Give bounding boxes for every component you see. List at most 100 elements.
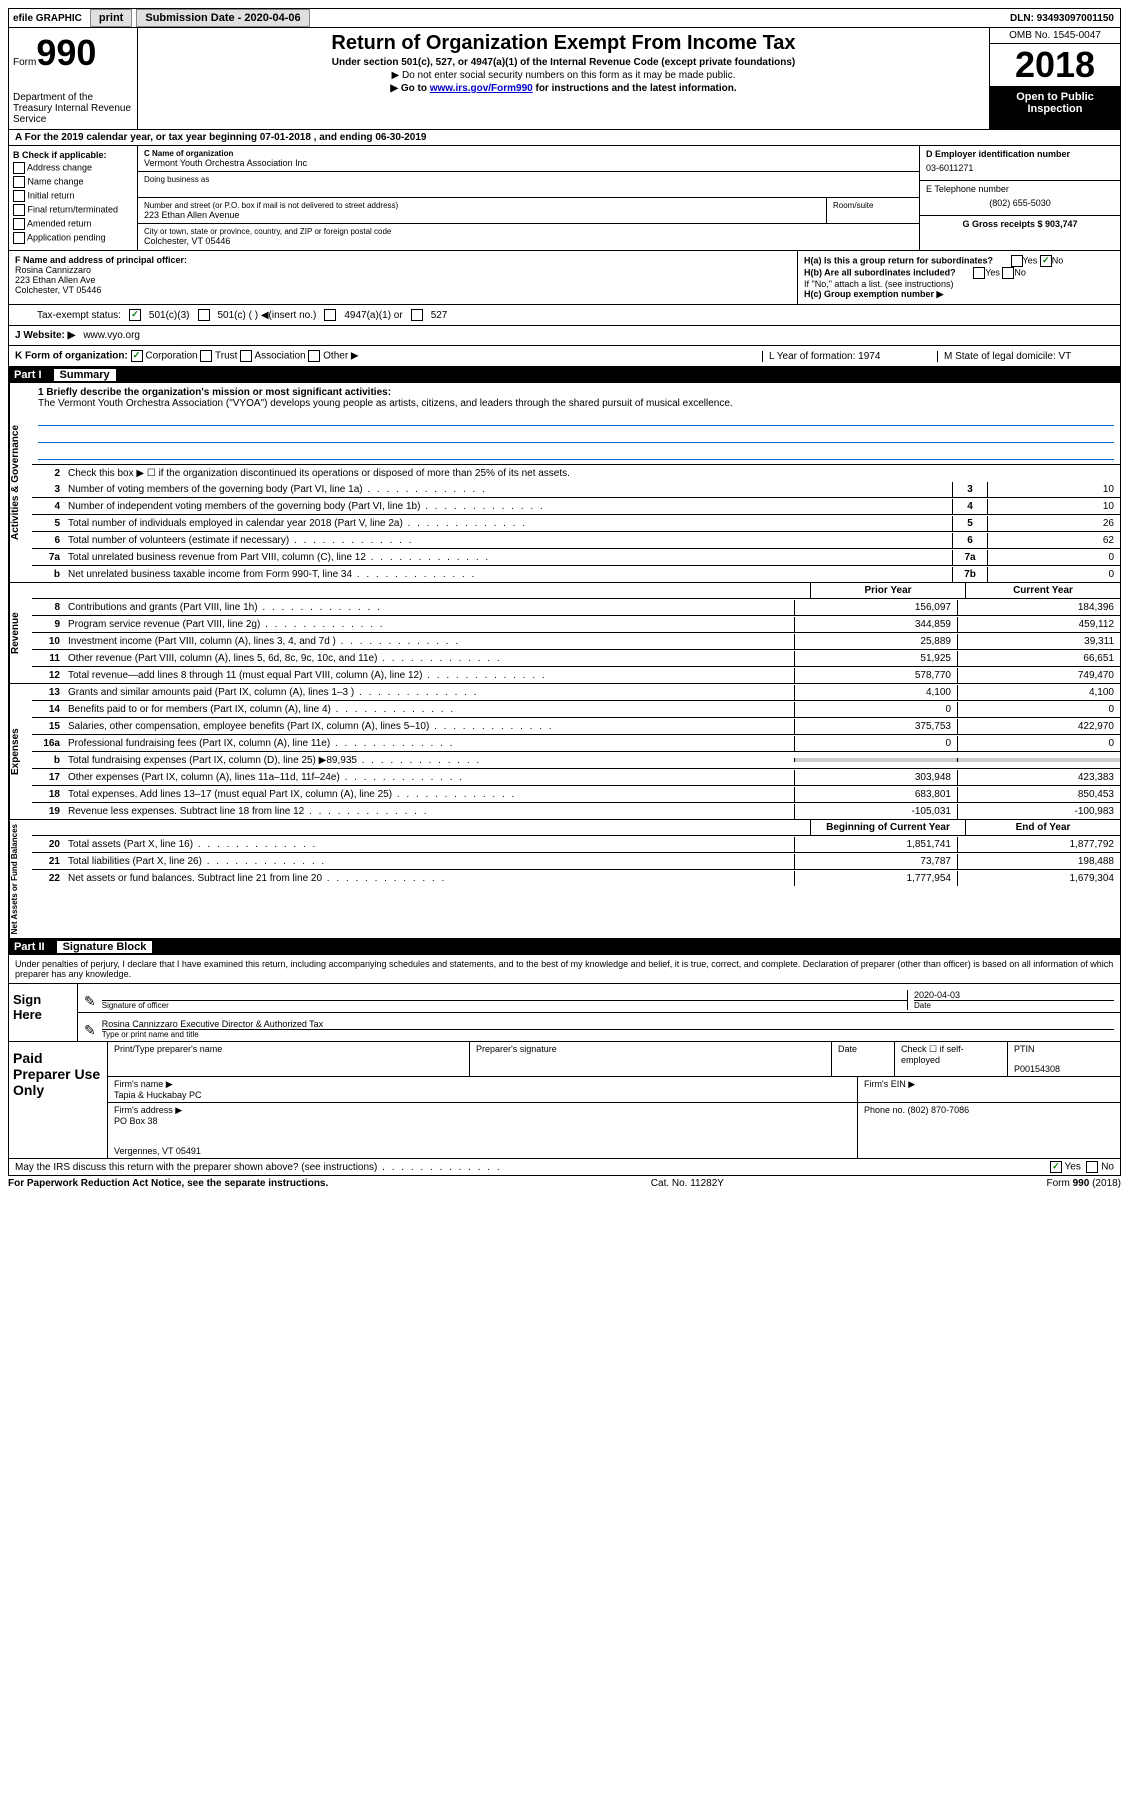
form-word: Form [13, 57, 36, 68]
name-change-checkbox[interactable] [13, 176, 25, 188]
section-b-to-g: B Check if applicable: Address change Na… [8, 146, 1121, 251]
section-f: F Name and address of principal officer:… [9, 251, 798, 304]
form-note-1: ▶ Do not enter social security numbers o… [146, 70, 981, 81]
501c-checkbox[interactable] [198, 309, 210, 321]
mission-text: The Vermont Youth Orchestra Association … [38, 398, 1114, 409]
efile-label: efile GRAPHIC [9, 13, 86, 24]
hb-yes-checkbox[interactable] [973, 267, 985, 279]
form-title: Return of Organization Exempt From Incom… [146, 32, 981, 55]
table-row: 18Total expenses. Add lines 13–17 (must … [32, 786, 1120, 803]
ha-no-checkbox[interactable] [1040, 255, 1052, 267]
table-row: 22Net assets or fund balances. Subtract … [32, 870, 1120, 886]
sign-here-block: Sign Here ✎ Signature of officer 2020-04… [8, 984, 1121, 1042]
501c3-checkbox[interactable] [129, 309, 141, 321]
tax-status-label: Tax-exempt status: [37, 310, 121, 321]
ein-value: 03-6011271 [926, 163, 1114, 173]
table-row: 20Total assets (Part X, line 16)1,851,74… [32, 836, 1120, 853]
hb-note: If "No," attach a list. (see instruction… [804, 279, 1114, 289]
l-year-formation: L Year of formation: 1974 [762, 351, 929, 362]
self-employed-check: Check ☐ if self-employed [901, 1044, 1001, 1065]
tax-year: 2018 [990, 44, 1120, 87]
trust-checkbox[interactable] [200, 350, 212, 362]
expenses-section: Expenses 13Grants and similar amounts pa… [8, 684, 1121, 820]
527-checkbox[interactable] [411, 309, 423, 321]
city-state-zip: Colchester, VT 05446 [144, 236, 913, 246]
association-checkbox[interactable] [240, 350, 252, 362]
expenses-label: Expenses [9, 684, 32, 819]
perjury-declaration: Under penalties of perjury, I declare th… [8, 955, 1121, 984]
k-label: K Form of organization: [15, 351, 128, 362]
discuss-label: May the IRS discuss this return with the… [15, 1162, 502, 1173]
table-row: 12Total revenue—add lines 8 through 11 (… [32, 667, 1120, 683]
other-checkbox[interactable] [308, 350, 320, 362]
irs-link[interactable]: www.irs.gov/Form990 [430, 83, 533, 94]
table-row: 19Revenue less expenses. Subtract line 1… [32, 803, 1120, 819]
b-header: B Check if applicable: [13, 150, 133, 160]
k-l-m-row: K Form of organization: Corporation Trus… [8, 346, 1121, 367]
4947-checkbox[interactable] [324, 309, 336, 321]
ha-label: H(a) Is this a group return for subordin… [804, 255, 993, 265]
officer-name-title: Rosina Cannizzaro Executive Director & A… [102, 1019, 1114, 1029]
org-name: Vermont Youth Orchestra Association Inc [144, 158, 913, 168]
discuss-no-checkbox[interactable] [1086, 1161, 1098, 1173]
preparer-signature-header: Preparer's signature [476, 1044, 825, 1054]
table-row: 6Total number of volunteers (estimate if… [32, 532, 1120, 549]
preparer-date-header: Date [838, 1044, 888, 1054]
hb-no-checkbox[interactable] [1002, 267, 1014, 279]
firm-name: Tapia & Huckabay PC [114, 1090, 851, 1100]
paid-preparer-label: Paid Preparer Use Only [9, 1042, 108, 1158]
beginning-year-header: Beginning of Current Year [810, 820, 965, 835]
table-row: 3Number of voting members of the governi… [32, 481, 1120, 498]
firm-phone: Phone no. (802) 870-7086 [864, 1105, 1114, 1115]
activities-governance-label: Activities & Governance [9, 383, 32, 582]
header-right: OMB No. 1545-0047 2018 Open to Public In… [989, 28, 1120, 129]
ha-yes-checkbox[interactable] [1011, 255, 1023, 267]
part-1-label: Part I [14, 369, 42, 381]
type-name-label: Type or print name and title [102, 1029, 1114, 1039]
section-b-checkboxes: B Check if applicable: Address change Na… [9, 146, 138, 250]
amended-return-checkbox[interactable] [13, 218, 25, 230]
initial-return-checkbox[interactable] [13, 190, 25, 202]
application-pending-checkbox[interactable] [13, 232, 25, 244]
section-d-to-g: D Employer identification number 03-6011… [919, 146, 1120, 250]
form-subtitle: Under section 501(c), 527, or 4947(a)(1)… [146, 57, 981, 68]
officer-addr1: 223 Ethan Allen Ave [15, 275, 791, 285]
discuss-yes-checkbox[interactable] [1050, 1161, 1062, 1173]
form-number: 990 [36, 32, 96, 74]
part-1-header: Part I Summary [8, 367, 1121, 383]
website-value: www.vyo.org [83, 330, 140, 341]
section-f-h: F Name and address of principal officer:… [8, 251, 1121, 305]
end-year-header: End of Year [965, 820, 1120, 835]
m-state-domicile: M State of legal domicile: VT [937, 351, 1114, 362]
net-assets-section: Net Assets or Fund Balances Beginning of… [8, 820, 1121, 939]
table-row: 4Number of independent voting members of… [32, 498, 1120, 515]
firm-address-2: Vergennes, VT 05491 [114, 1146, 851, 1156]
print-button[interactable]: print [90, 9, 132, 27]
ptin-value: P00154308 [1014, 1064, 1114, 1074]
date-label: Date [914, 1000, 1114, 1010]
firm-name-label: Firm's name ▶ [114, 1079, 851, 1090]
dept-label: Department of the Treasury Internal Reve… [13, 92, 133, 125]
tax-exempt-status-row: Tax-exempt status: 501(c)(3) 501(c) ( ) … [8, 305, 1121, 326]
omb-number: OMB No. 1545-0047 [990, 28, 1120, 44]
officer-name: Rosina Cannizzaro [15, 265, 791, 275]
signature-date: 2020-04-03 [914, 990, 1114, 1000]
table-row: bNet unrelated business taxable income f… [32, 566, 1120, 582]
discuss-row: May the IRS discuss this return with the… [8, 1159, 1121, 1176]
address-change-checkbox[interactable] [13, 162, 25, 174]
header-left: Form 990 Department of the Treasury Inte… [9, 28, 138, 129]
table-row: 14Benefits paid to or for members (Part … [32, 701, 1120, 718]
table-row: 13Grants and similar amounts paid (Part … [32, 684, 1120, 701]
website-label: J Website: ▶ [15, 330, 75, 341]
final-return-checkbox[interactable] [13, 204, 25, 216]
table-row: 21Total liabilities (Part X, line 26)73,… [32, 853, 1120, 870]
part-2-label: Part II [14, 941, 45, 953]
corporation-checkbox[interactable] [131, 350, 143, 362]
table-row: 8Contributions and grants (Part VIII, li… [32, 599, 1120, 616]
g-gross-receipts: G Gross receipts $ 903,747 [926, 219, 1114, 229]
officer-addr2: Colchester, VT 05446 [15, 285, 791, 295]
submission-date-button[interactable]: Submission Date - 2020-04-06 [136, 9, 309, 27]
section-c: C Name of organization Vermont Youth Orc… [138, 146, 919, 250]
section-h: H(a) Is this a group return for subordin… [798, 251, 1120, 304]
header-center: Return of Organization Exempt From Incom… [138, 28, 989, 129]
